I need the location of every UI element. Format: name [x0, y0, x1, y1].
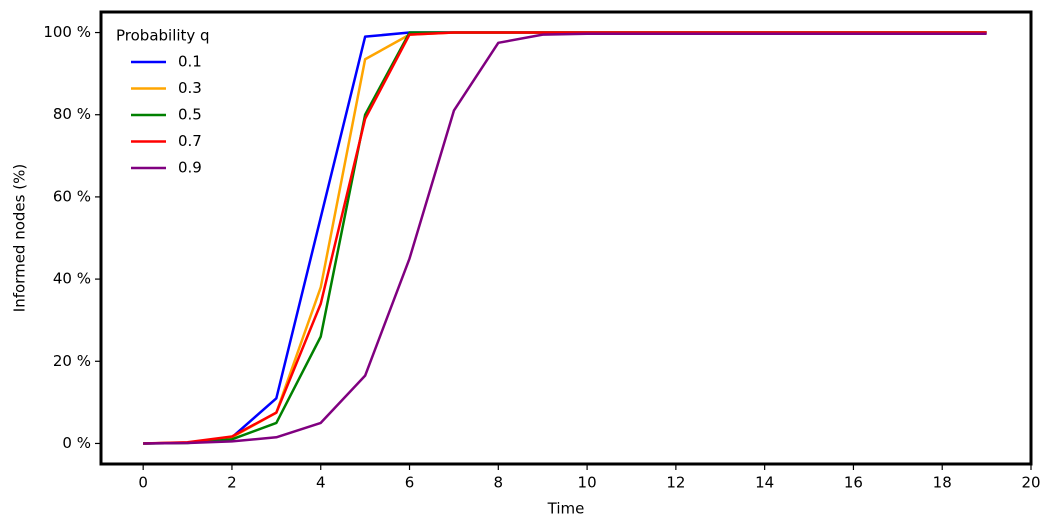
- x-tick-label: 20: [1021, 474, 1040, 492]
- legend-title: Probability q: [116, 27, 210, 45]
- x-tick-label: 8: [494, 474, 504, 492]
- y-tick-label: 40 %: [53, 270, 91, 288]
- x-tick-label: 16: [844, 474, 863, 492]
- x-tick-label: 18: [933, 474, 952, 492]
- legend-label: 0.1: [178, 53, 202, 71]
- line-series: [143, 31, 987, 445]
- line-series: [143, 31, 987, 445]
- plot-frame: [99, 10, 1033, 466]
- y-tick-label: 100 %: [43, 23, 91, 41]
- legend-label: 0.3: [178, 79, 202, 97]
- y-tick-label: 60 %: [53, 187, 91, 205]
- x-tick-label: 4: [316, 474, 326, 492]
- x-tick-label: 12: [666, 474, 685, 492]
- y-tick-label: 20 %: [53, 352, 91, 370]
- x-tick-label: 0: [138, 474, 148, 492]
- line-series: [143, 32, 987, 445]
- legend-label: 0.7: [178, 132, 202, 150]
- y-tick-label: 80 %: [53, 105, 91, 123]
- legend-label: 0.5: [178, 106, 202, 124]
- legend-label: 0.9: [178, 159, 202, 177]
- y-axis-label: Informed nodes (%): [11, 164, 29, 312]
- x-tick-label: 10: [578, 474, 597, 492]
- line-series: [143, 31, 987, 445]
- line-series: [143, 31, 987, 445]
- x-tick-label: 6: [405, 474, 415, 492]
- x-tick-label: 2: [227, 474, 237, 492]
- x-axis-label: Time: [547, 500, 585, 518]
- x-tick-label: 14: [755, 474, 774, 492]
- y-tick-label: 0 %: [62, 434, 91, 452]
